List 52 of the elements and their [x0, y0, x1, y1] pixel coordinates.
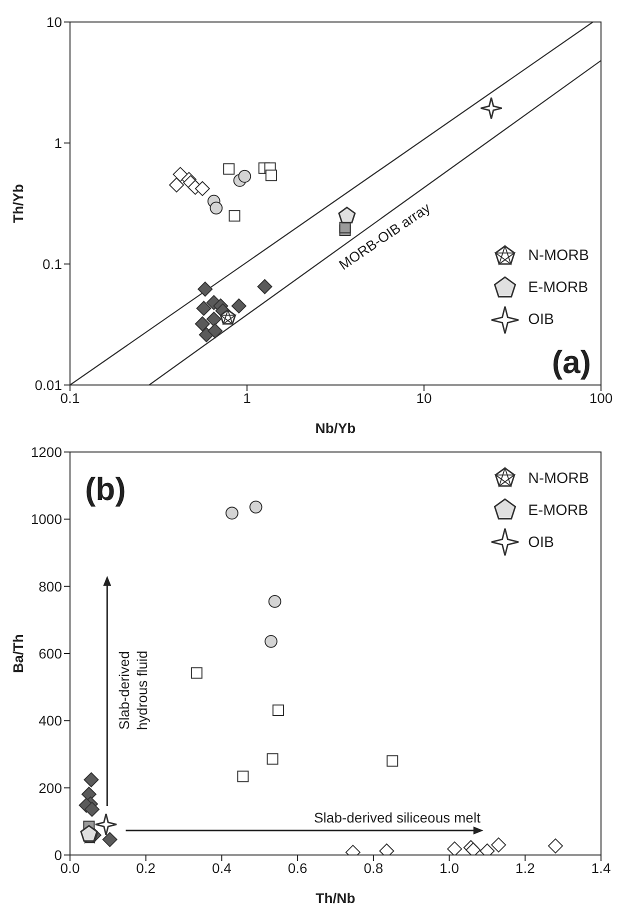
point — [94, 813, 118, 836]
y-tick-label: 1 — [54, 134, 62, 151]
y-tick-label: 400 — [38, 712, 62, 729]
annotation: Slab-derived siliceous melt — [314, 809, 481, 826]
x-tick-label: 0.0 — [60, 860, 80, 876]
point — [264, 634, 278, 648]
point — [249, 500, 262, 514]
y-axis-title: Th/Yb — [10, 184, 26, 223]
x-axis-title: Nb/Yb — [315, 420, 356, 436]
y-tick-label: 0.01 — [34, 376, 62, 393]
legend-label: OIB — [528, 534, 554, 550]
point — [84, 802, 100, 817]
point — [237, 770, 249, 782]
x-tick-label: 1.4 — [591, 860, 611, 876]
x-axis-title: Th/Nb — [316, 890, 356, 906]
point — [190, 667, 202, 679]
x-tick-label: 100 — [589, 390, 613, 406]
x-tick-label: 0.6 — [288, 860, 308, 876]
point — [226, 506, 238, 520]
point — [84, 772, 99, 788]
annotation: (a) — [552, 344, 591, 380]
y-axis-title: Ba/Th — [10, 634, 26, 673]
annotation: (b) — [85, 471, 126, 507]
legend-label: E-MORB — [528, 279, 588, 296]
x-tick-label: 1.0 — [440, 860, 460, 876]
y-tick-label: 1000 — [30, 511, 62, 528]
point — [548, 838, 563, 854]
point — [491, 837, 506, 852]
x-tick-label: 10 — [416, 390, 432, 406]
y-tick-label: 0 — [54, 846, 62, 863]
annotation: Slab-derived hydrous fluid — [116, 650, 150, 730]
x-tick-label: 0.4 — [212, 860, 232, 876]
y-tick-label: 200 — [38, 780, 62, 796]
y-tick-label: 0.1 — [42, 256, 62, 272]
x-tick-label: 1 — [243, 390, 252, 406]
point — [102, 832, 118, 848]
y-tick-label: 600 — [38, 645, 62, 662]
x-tick-label: 1.2 — [515, 860, 536, 876]
point — [386, 755, 398, 767]
point — [272, 704, 284, 716]
legend-label: N-MORB — [528, 470, 589, 486]
y-tick-label: 800 — [38, 578, 62, 594]
legend-label: N-MORB — [528, 247, 589, 264]
point — [268, 594, 282, 608]
point — [266, 753, 278, 765]
y-tick-label: 1200 — [30, 444, 62, 460]
legend-label: E-MORB — [528, 502, 588, 518]
x-tick-label: 0.2 — [136, 860, 156, 876]
x-tick-label: 0.8 — [364, 860, 384, 876]
legend-label: OIB — [528, 311, 554, 328]
point — [447, 841, 462, 855]
y-tick-label: 10 — [46, 14, 62, 30]
